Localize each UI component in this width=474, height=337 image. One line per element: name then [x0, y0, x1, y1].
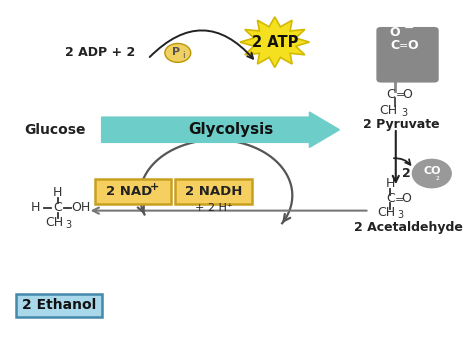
FancyBboxPatch shape — [95, 179, 171, 204]
Circle shape — [165, 43, 191, 62]
FancyArrowPatch shape — [394, 158, 410, 165]
Text: O: O — [401, 192, 411, 205]
Text: CH: CH — [379, 104, 397, 117]
Text: H: H — [31, 202, 40, 214]
Text: CH: CH — [45, 216, 63, 229]
Text: 2 ADP + 2: 2 ADP + 2 — [64, 46, 139, 59]
Text: P: P — [173, 47, 181, 57]
Text: i: i — [182, 51, 185, 60]
Text: 3: 3 — [398, 210, 404, 220]
Text: H: H — [385, 177, 395, 190]
Text: 2 Pyruvate: 2 Pyruvate — [363, 118, 439, 131]
Text: 2 ATP: 2 ATP — [252, 35, 298, 50]
Text: 2 NADH: 2 NADH — [185, 185, 242, 198]
Text: OH: OH — [71, 202, 91, 214]
Text: =: = — [396, 90, 405, 100]
Text: −: − — [404, 22, 415, 34]
Text: C: C — [386, 192, 394, 205]
Text: Glucose: Glucose — [24, 123, 85, 137]
Text: =: = — [399, 41, 408, 52]
FancyArrowPatch shape — [150, 30, 253, 59]
Text: CH: CH — [377, 207, 396, 219]
FancyBboxPatch shape — [376, 27, 439, 83]
Text: +: + — [150, 182, 159, 191]
Circle shape — [412, 159, 451, 188]
Text: 2 NAD: 2 NAD — [106, 185, 152, 198]
Text: H: H — [53, 186, 63, 198]
Text: O: O — [402, 88, 412, 101]
Text: 2 Acetaldehyde: 2 Acetaldehyde — [354, 221, 463, 234]
Text: Glycolysis: Glycolysis — [188, 122, 273, 137]
Text: =: = — [395, 195, 404, 205]
Text: 2 Ethanol: 2 Ethanol — [22, 298, 96, 312]
Text: 2: 2 — [402, 167, 411, 180]
Text: CO: CO — [423, 166, 440, 176]
Text: C: C — [54, 202, 62, 214]
Text: O: O — [390, 26, 400, 38]
Text: 3: 3 — [65, 220, 71, 230]
Text: ₂: ₂ — [436, 172, 439, 182]
Text: C: C — [386, 88, 394, 101]
Polygon shape — [240, 17, 310, 67]
FancyBboxPatch shape — [16, 294, 101, 317]
FancyArrow shape — [101, 112, 339, 148]
Text: 3: 3 — [401, 108, 408, 118]
Text: O: O — [407, 39, 418, 52]
Text: + 2 H⁺: + 2 H⁺ — [195, 203, 232, 213]
FancyBboxPatch shape — [175, 179, 252, 204]
Text: C: C — [390, 39, 400, 52]
